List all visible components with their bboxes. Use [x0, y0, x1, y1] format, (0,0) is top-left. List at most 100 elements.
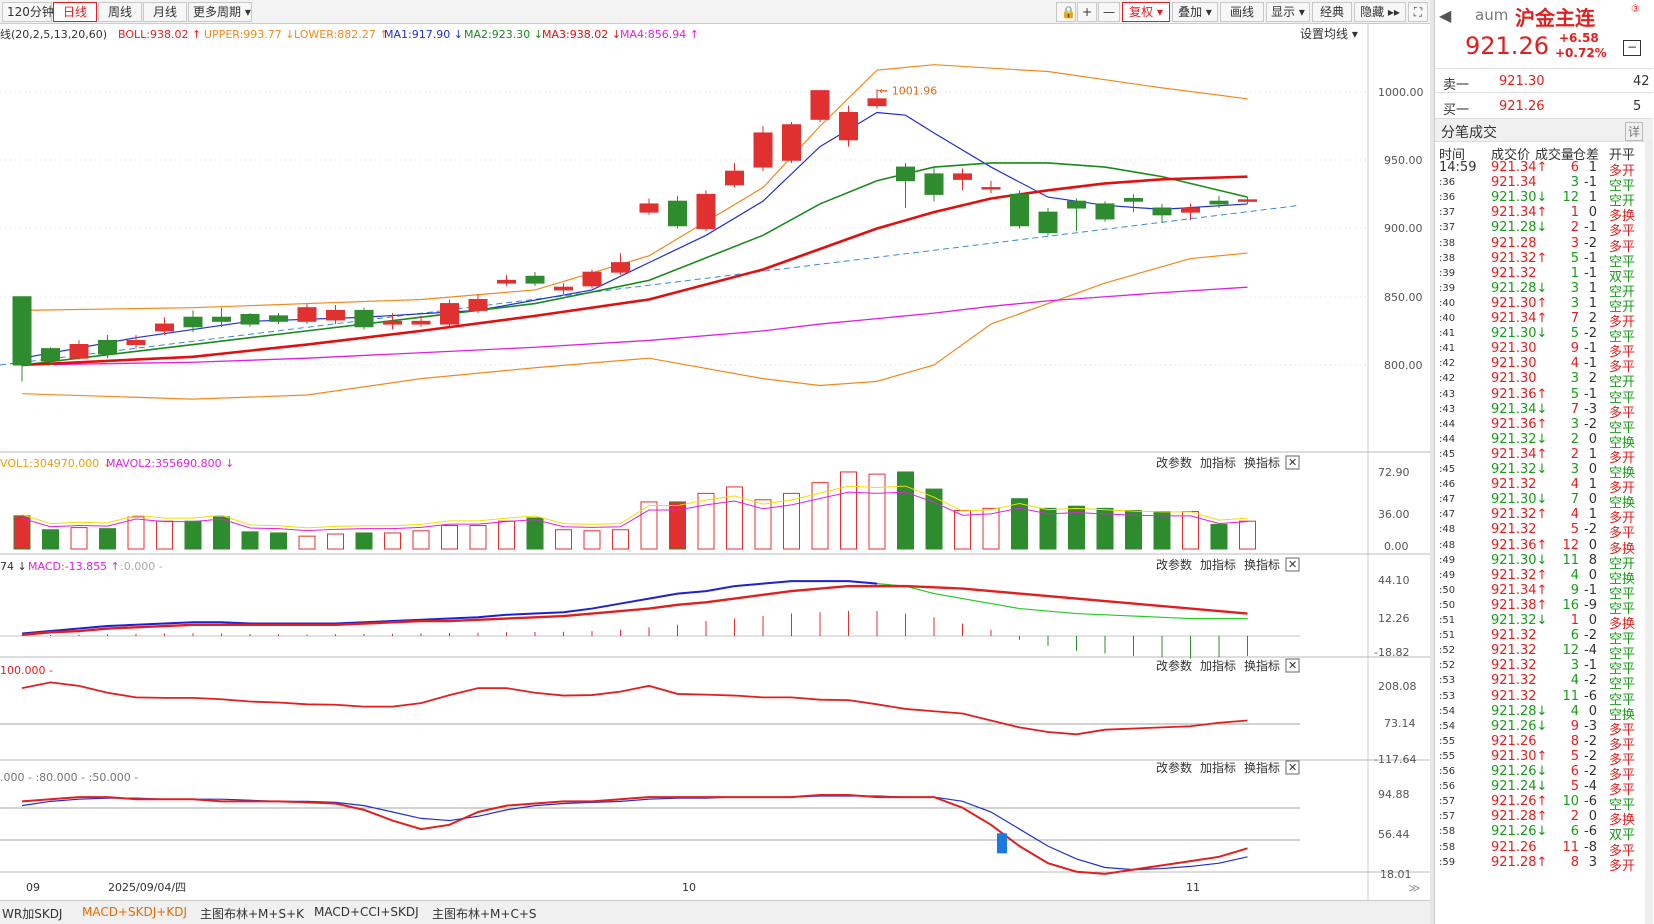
tick-volume: 4: [1570, 673, 1579, 689]
tick-volume: 8: [1570, 854, 1579, 870]
ma2-value: MA2:923.30 ↓: [464, 28, 543, 41]
switch-indicator-button[interactable]: 换指标: [1244, 760, 1280, 775]
close-panel-icon[interactable]: ✕: [1288, 558, 1297, 571]
tick-oi-diff: -1: [1584, 386, 1597, 402]
period-weekly-button[interactable]: 周线: [98, 2, 142, 22]
close-panel-icon[interactable]: ✕: [1288, 761, 1297, 774]
fullscreen-icon[interactable]: ⛶: [1408, 2, 1428, 22]
tick-oi-diff: -2: [1584, 416, 1597, 432]
p4-axis-label: 56.44: [1378, 828, 1410, 841]
tick-oi-diff: 8: [1588, 552, 1597, 568]
panel-splitter[interactable]: [1430, 0, 1434, 924]
display-button[interactable]: 显示 ▾: [1266, 2, 1310, 22]
macd-legend-a: 74 ↓: [0, 560, 27, 573]
tick-volume: 3: [1570, 295, 1579, 311]
ticks-list[interactable]: 14:59 921.34↑ 6 1 多开:36 921.34 3 -1 空平:36 921.30↓…: [1439, 160, 1653, 924]
collapse-icon[interactable]: −: [1623, 40, 1641, 56]
change-params-button[interactable]: 改参数: [1156, 455, 1192, 470]
change-params-button[interactable]: 改参数: [1156, 658, 1192, 673]
tick-row: :56 921.24↓ 5 -4 多平: [1439, 779, 1645, 798]
tick-oi-diff: -3: [1584, 718, 1597, 734]
candle-body: [981, 187, 1001, 190]
tick-time: :47: [1439, 494, 1456, 506]
tick-volume: 2: [1570, 220, 1579, 236]
tick-time: :43: [1439, 388, 1456, 400]
boll-lower-line: [21, 252, 1248, 400]
candle-body: [1067, 200, 1086, 209]
tick-time: :49: [1439, 554, 1456, 566]
close-panel-icon[interactable]: [1285, 557, 1300, 572]
tick-oi-diff: 0: [1588, 492, 1597, 508]
ma-settings-button[interactable]: 设置均线 ▾: [1300, 27, 1358, 41]
zoom-out-icon[interactable]: —: [1098, 2, 1120, 22]
close-panel-icon[interactable]: ✕: [1288, 659, 1297, 672]
tick-open-close: 空平: [1609, 390, 1636, 406]
tick-volume: 6: [1570, 160, 1579, 175]
adjust-button[interactable]: 复权 ▾: [1122, 2, 1170, 22]
change-params-button[interactable]: 改参数: [1156, 760, 1192, 775]
change-params-button[interactable]: 改参数: [1156, 557, 1192, 572]
volume-bar: [526, 517, 544, 550]
scroll-right-icon[interactable]: ≫: [1408, 881, 1421, 895]
tick-time: :52: [1439, 645, 1456, 657]
hide-button[interactable]: 隐藏 ▸▸: [1354, 2, 1406, 22]
volume-bar: [954, 509, 971, 550]
prev-contract-icon[interactable]: ◀: [1439, 6, 1452, 25]
tick-volume: 6: [1570, 764, 1579, 779]
tick-row: :46 921.32 4 1 多开: [1439, 477, 1645, 496]
volume-bar: [868, 473, 886, 550]
candle-body: [554, 286, 573, 291]
tab-boll-m-c-s[interactable]: 主图布林+M+C+S: [432, 907, 537, 921]
switch-indicator-button[interactable]: 换指标: [1244, 658, 1280, 673]
switch-indicator-button[interactable]: 换指标: [1244, 455, 1280, 470]
period-monthly-button[interactable]: 月线: [143, 2, 187, 22]
tick-oi-diff: 0: [1588, 462, 1597, 477]
switch-indicator-button[interactable]: 换指标: [1244, 557, 1280, 572]
add-indicator-button[interactable]: 加指标: [1200, 455, 1236, 470]
info-icon[interactable]: ③: [1631, 4, 1640, 15]
add-indicator-button[interactable]: 加指标: [1200, 760, 1236, 775]
macd-dea-line: [21, 584, 1248, 636]
period-daily-button[interactable]: 日线: [53, 2, 97, 22]
tick-price: 921.32↑: [1491, 507, 1548, 523]
bid-price: 921.26: [1499, 99, 1545, 114]
tick-volume: 2: [1570, 809, 1579, 825]
ma2-line: [21, 162, 1248, 366]
tick-time: :39: [1439, 282, 1456, 294]
overlay-button[interactable]: 叠加 ▾: [1172, 2, 1218, 22]
zoom-in-icon[interactable]: +: [1077, 2, 1097, 22]
chart-area[interactable]: 线(20,2,5,13,20,60) BOLL:938.02 ↑ UPPER:9…: [0, 24, 1430, 900]
tick-row: :45 921.32↓ 3 0 空换: [1439, 462, 1645, 481]
close-panel-icon[interactable]: [1285, 455, 1300, 470]
p4-axis-label: 18.01: [1380, 868, 1412, 881]
draw-line-button[interactable]: 画线: [1220, 2, 1264, 22]
add-indicator-button[interactable]: 加指标: [1200, 658, 1236, 673]
detail-button[interactable]: 详: [1625, 122, 1644, 141]
close-panel-icon[interactable]: ✕: [1288, 456, 1297, 469]
classic-button[interactable]: 经典: [1312, 2, 1352, 22]
tick-price: 921.28↓: [1491, 280, 1548, 296]
kdj-k-line: [21, 793, 1248, 875]
close-panel-icon[interactable]: [1285, 658, 1300, 673]
tick-volume: 2: [1570, 446, 1579, 462]
candle-body: [155, 323, 174, 332]
period-120min-button[interactable]: 120分钟: [2, 2, 54, 22]
tick-open-close: 多开: [1609, 858, 1636, 874]
lock-icon[interactable]: 🔒: [1056, 2, 1076, 22]
close-panel-icon[interactable]: [1285, 760, 1300, 775]
tab-boll-m-s-k[interactable]: 主图布林+M+S+K: [200, 907, 305, 921]
tick-volume: 1: [1570, 265, 1579, 281]
tab-macd-cci-skdj[interactable]: MACD+CCI+SKDJ: [314, 905, 419, 919]
tab-macd-skdj-kdj[interactable]: MACD+SKDJ+KDJ: [82, 905, 187, 919]
tick-row: :50 921.38↑ 16 -9 空平: [1439, 598, 1645, 617]
tick-row: :54 921.26↓ 9 -3 多平: [1439, 718, 1645, 738]
tick-time: :59: [1439, 856, 1456, 868]
x-axis-label: 10: [682, 881, 696, 894]
ticks-scrollbar[interactable]: [1645, 140, 1653, 924]
tick-open-close: 多换: [1609, 813, 1636, 829]
kdj-signal-bar: [997, 833, 1007, 854]
tab-wr-skdj[interactable]: WR加SKDJ: [2, 907, 63, 921]
add-indicator-button[interactable]: 加指标: [1200, 557, 1236, 572]
more-periods-button[interactable]: 更多周期 ▾: [188, 2, 252, 22]
